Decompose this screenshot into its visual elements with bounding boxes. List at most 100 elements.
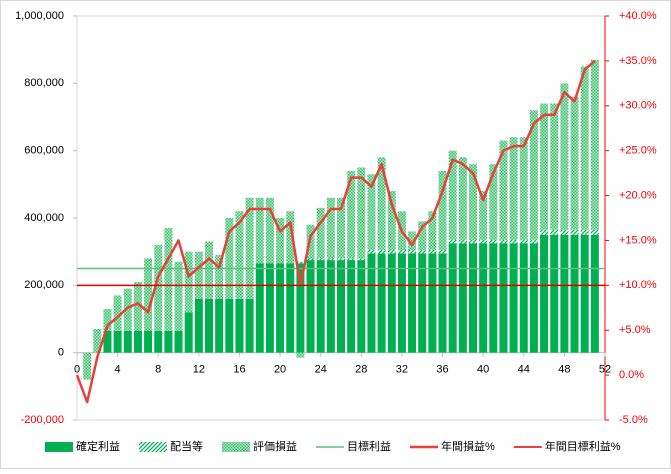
bar-segment	[408, 249, 417, 254]
y2-tick-label: 0.0%	[619, 369, 644, 381]
bar-segment	[347, 170, 356, 259]
bar-segment	[235, 298, 244, 353]
bar-segment	[469, 243, 477, 353]
y-tick-label: 0	[58, 347, 64, 359]
bar-segment	[509, 243, 518, 353]
bar-segment	[418, 253, 427, 353]
bar-segment	[519, 243, 528, 353]
bar-segment	[133, 330, 142, 353]
y2-tick-label: +20.0%	[619, 189, 657, 201]
legend-swatch	[45, 442, 73, 452]
bar-segment	[519, 137, 528, 240]
bar-segment	[265, 197, 274, 264]
bar-segment	[144, 330, 153, 353]
bar-segment	[194, 298, 203, 353]
bar-segment	[215, 298, 224, 353]
bar-segment	[408, 253, 417, 353]
bar-segment	[347, 260, 356, 353]
bar-segment	[458, 239, 467, 244]
bar-segment	[357, 260, 366, 353]
bar-segment	[448, 150, 457, 240]
x-tick-label: 24	[315, 364, 327, 376]
bar-segment	[164, 330, 173, 353]
bar-segment	[428, 253, 437, 353]
bar-segment	[489, 164, 498, 240]
bar-segment	[337, 258, 345, 261]
bar-segment	[113, 295, 122, 331]
bar-segment	[489, 239, 498, 244]
bar-segment	[580, 66, 589, 230]
bar-segment	[560, 229, 569, 235]
line-series	[75, 59, 596, 404]
bar-segment	[205, 298, 213, 353]
legend-label: 確定利益	[76, 439, 120, 453]
y-tick-label: 1,000,000	[15, 10, 64, 22]
bar-segment	[590, 59, 599, 230]
bar-segment	[540, 103, 549, 230]
bar-segment	[499, 239, 508, 244]
bar-segment	[316, 258, 325, 261]
bar-segment	[377, 157, 386, 250]
x-tick-label: 12	[193, 364, 205, 376]
bar-segment	[347, 258, 356, 261]
bar-segment	[123, 288, 132, 331]
bar-segment	[499, 243, 508, 353]
bar-segment	[316, 207, 325, 259]
bar-segment	[489, 243, 498, 353]
bar-segment	[448, 239, 457, 244]
bar-segment	[174, 330, 183, 353]
bar-segment	[245, 298, 254, 353]
bar-segment	[326, 260, 335, 353]
bar-segment	[276, 263, 285, 353]
legend-label: 年間目標利益%	[545, 439, 621, 453]
bar-segment	[296, 263, 305, 353]
bar-segment	[550, 234, 559, 353]
bar-segment	[184, 312, 193, 353]
bar-segment	[144, 258, 153, 331]
bar-segment	[580, 234, 589, 353]
bar-segment	[529, 239, 538, 244]
bar-segment	[540, 234, 549, 353]
bar-segment	[83, 352, 92, 380]
x-tick-label: 52	[599, 364, 611, 376]
legend-label: 年間損益%	[441, 439, 495, 453]
bar-segment	[387, 249, 396, 254]
bar-segment	[255, 197, 264, 264]
bar-segment	[560, 83, 569, 230]
bar-segment	[529, 243, 538, 353]
bar-segment	[387, 191, 396, 250]
bar-segment	[590, 234, 599, 353]
bar-segment	[458, 157, 467, 240]
y2-tick-label: +40.0%	[619, 10, 657, 22]
bar-segment	[205, 241, 213, 299]
bar-segment	[245, 197, 254, 299]
bar-segment	[377, 249, 386, 254]
bar-segment	[367, 174, 376, 250]
y2-tick-label: -5.0%	[619, 414, 648, 426]
bar-segment	[174, 261, 183, 331]
bar-segment	[357, 167, 366, 259]
bar-segment	[428, 249, 437, 254]
y2-tick-label: +5.0%	[619, 324, 651, 336]
bar-segment	[123, 330, 132, 353]
bar-segment	[479, 243, 488, 353]
legend-label: 配当等	[170, 439, 203, 453]
bar-segment	[133, 281, 142, 331]
bar-segment	[408, 231, 417, 250]
bar-segment	[286, 211, 295, 264]
y2-tick-label: +25.0%	[619, 145, 657, 157]
bar-segment	[418, 221, 427, 250]
x-tick-label: 44	[518, 364, 530, 376]
bar-segment	[499, 140, 508, 240]
bar-segment	[103, 308, 112, 331]
bar-segment	[469, 164, 477, 240]
bar-segment	[296, 261, 305, 264]
bar-segment	[164, 228, 173, 331]
bar-segment	[255, 263, 264, 353]
x-tick-label: 32	[396, 364, 408, 376]
bar-segment	[519, 239, 528, 244]
bar-segment	[326, 258, 335, 261]
bar-segment	[580, 229, 589, 235]
